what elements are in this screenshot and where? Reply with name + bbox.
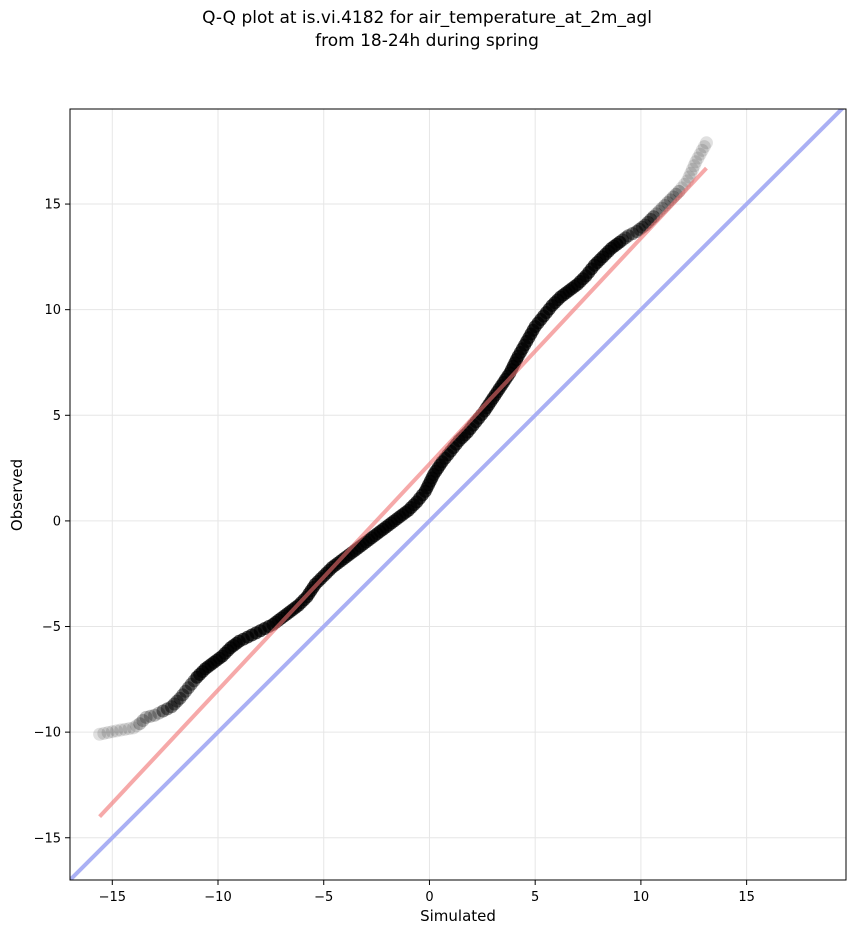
x-tick-label: 10	[633, 890, 650, 905]
data-point	[136, 714, 150, 728]
data-point	[114, 723, 128, 737]
data-point	[143, 709, 157, 723]
data-point	[126, 721, 140, 735]
x-tick-label: −15	[99, 890, 126, 905]
data-point	[621, 229, 635, 243]
x-tick-label: −5	[314, 890, 333, 905]
data-point	[170, 694, 184, 708]
y-tick-label: −15	[34, 831, 61, 846]
data-point	[105, 725, 119, 739]
data-point	[697, 140, 711, 154]
data-point	[122, 722, 136, 736]
x-tick-label: 0	[425, 890, 433, 905]
data-point	[139, 710, 153, 724]
data-point	[167, 697, 181, 711]
plot-frame	[69, 108, 847, 881]
data-point	[630, 225, 644, 239]
data-point	[684, 166, 698, 180]
x-tick-label: −10	[204, 890, 231, 905]
data-point	[625, 227, 639, 241]
data-point	[618, 231, 632, 245]
identity-line	[70, 109, 845, 880]
chart-title-line-1: Q-Q plot at is.vi.4182 for air_temperatu…	[202, 8, 652, 28]
data-point	[160, 702, 174, 716]
data-point	[181, 681, 195, 695]
grid-lines	[70, 109, 846, 880]
y-tick-label: −10	[34, 726, 61, 741]
y-axis-label: Observed	[8, 459, 26, 531]
y-axis-ticks: −15 −10 −5 0 5 10 15	[34, 198, 70, 846]
data-point	[118, 722, 132, 736]
data-point	[130, 719, 144, 733]
data-points	[93, 136, 713, 818]
x-axis-label: Simulated	[420, 907, 496, 925]
data-point	[173, 691, 187, 705]
y-tick-label: 10	[44, 303, 61, 318]
y-tick-label: 0	[53, 514, 61, 529]
data-point	[179, 684, 193, 698]
data-point	[101, 726, 115, 740]
data-point	[176, 688, 190, 702]
x-tick-label: 5	[531, 890, 539, 905]
data-point	[616, 233, 630, 247]
fit-line	[98, 166, 708, 818]
x-tick-label: 15	[738, 890, 755, 905]
data-point	[632, 222, 646, 236]
data-point	[689, 155, 703, 169]
data-point	[613, 235, 627, 249]
chart-title-line-2: from 18-24h during spring	[315, 31, 539, 51]
data-point	[148, 708, 162, 722]
data-point	[97, 726, 111, 740]
reference-lines	[70, 109, 845, 880]
data-point	[699, 136, 713, 150]
data-point	[133, 717, 147, 731]
data-point	[110, 724, 124, 738]
y-tick-label: 15	[44, 198, 61, 213]
data-point	[687, 159, 701, 173]
data-point	[695, 143, 709, 157]
data-point	[93, 727, 107, 741]
data-point	[682, 170, 696, 184]
y-tick-label: −5	[42, 620, 61, 635]
data-point	[156, 704, 170, 718]
x-axis-ticks: −15 −10 −5 0 5 10 15	[99, 880, 755, 905]
data-point	[164, 700, 178, 714]
data-point	[152, 706, 166, 720]
data-point	[691, 151, 705, 165]
y-tick-label: 5	[53, 409, 61, 424]
data-point	[693, 147, 707, 161]
data-point	[685, 162, 699, 176]
